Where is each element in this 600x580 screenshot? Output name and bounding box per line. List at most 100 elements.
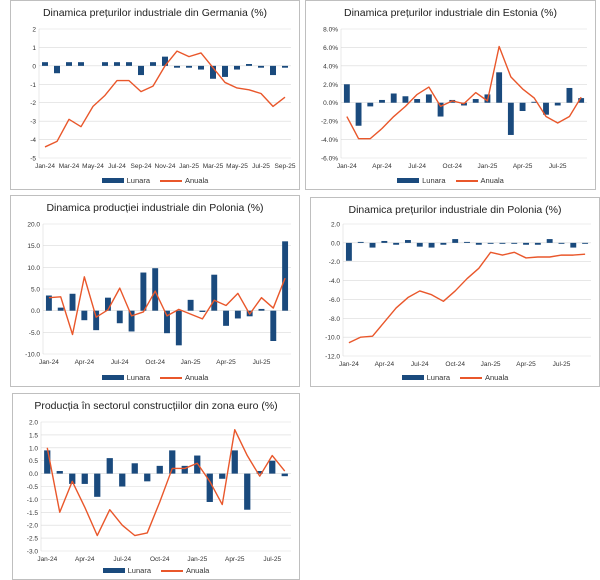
bar-lunara <box>269 460 276 474</box>
chart-title: Dinamica prețurilor industriale din Esto… <box>343 7 557 19</box>
y-tick-label: -4.0% <box>321 137 338 144</box>
y-tick-label: 20.0 <box>27 222 40 229</box>
legend-label-anuala: Anuala <box>186 566 210 575</box>
x-tick-label: Apr-24 <box>375 361 395 368</box>
legend-label-lunara: Lunara <box>426 373 450 382</box>
x-tick-label: Jul-25 <box>553 361 571 368</box>
legend-swatch-anuala <box>460 376 482 379</box>
y-tick-label: 2.0 <box>331 222 340 229</box>
x-tick-label: Apr-24 <box>75 556 95 563</box>
y-tick-label: -5 <box>30 156 36 163</box>
chart-plot: -12.0 -10.0 -8.0 -6.0 -4.0 -2.0 0.0 2.0 Jan-24 Ap… <box>325 222 591 368</box>
legend-label-lunara: Lunara <box>422 176 446 185</box>
bar-lunara <box>223 310 229 326</box>
bar-lunara <box>131 463 138 474</box>
y-tick-label: 15.0 <box>27 243 40 250</box>
y-tick-label: -1 <box>30 82 36 89</box>
bar-lunara <box>258 308 265 311</box>
y-tick-label: -6.0 <box>329 297 341 304</box>
chart-polonia-prices: Dinamica prețurilor industriale din Polo… <box>310 197 600 387</box>
y-tick-label: -3.0 <box>27 549 39 556</box>
bar-lunara <box>282 65 288 68</box>
legend-swatch-anuala <box>160 179 182 182</box>
x-tick-label: Apr-24 <box>372 163 392 170</box>
y-tick-label: -3 <box>30 119 36 126</box>
line-anuala <box>48 276 286 336</box>
bar-lunara <box>475 242 482 245</box>
x-tick-label: Mar-24 <box>59 163 80 170</box>
y-tick-label: -4.0 <box>329 278 341 285</box>
bar-lunara <box>144 473 151 482</box>
bar-lunara <box>425 94 432 103</box>
bar-lunara <box>428 242 435 248</box>
legend-swatch-lunara <box>401 375 424 380</box>
y-tick-label: -0.5 <box>27 484 39 491</box>
chart-title: Dinamica prețurilor industriale din Germ… <box>42 7 268 19</box>
legend-label-anuala: Anuala <box>185 176 209 185</box>
y-tick-label: 1 <box>32 45 36 52</box>
legend-swatch-lunara <box>397 178 420 183</box>
chart-estonia-prices: Dinamica prețurilor industriale din Esto… <box>305 0 596 190</box>
x-tick-label: Apr-25 <box>216 359 236 366</box>
bar-lunara <box>128 310 135 332</box>
chart-title: Dinamica prețurilor industriale din Polo… <box>348 204 562 216</box>
bar-lunara <box>270 65 276 76</box>
legend-swatch-lunara <box>101 178 124 183</box>
y-tick-label: -1.5 <box>27 510 39 517</box>
y-tick-label: -2 <box>30 100 36 107</box>
y-tick-label: -5.0 <box>29 330 41 337</box>
x-tick-label: Jan-24 <box>339 361 359 368</box>
bar-lunara <box>81 310 88 321</box>
x-tick-label: Sep-25 <box>275 163 296 170</box>
y-tick-label: 0.0 <box>31 308 40 315</box>
y-tick-label: -4 <box>30 137 36 144</box>
bar-lunara <box>69 293 76 311</box>
bar-lunara <box>150 62 156 66</box>
bar-lunara <box>570 242 577 248</box>
bar-lunara <box>44 450 51 474</box>
bar-lunara <box>543 102 549 115</box>
bar-lunara <box>234 65 240 70</box>
y-tick-label: -12.0 <box>325 354 340 361</box>
x-tick-label: Jan-24 <box>39 359 59 366</box>
bar-lunara <box>499 242 506 244</box>
bar-lunara <box>282 241 289 311</box>
bar-lunara <box>152 268 159 311</box>
x-tick-label: Oct-24 <box>150 556 170 563</box>
legend: Lunara Anuala <box>11 372 299 382</box>
bar-lunara <box>105 297 111 311</box>
bar-lunara <box>138 65 144 76</box>
chart-title: Producția în sectorul construcțiilor din… <box>34 400 278 412</box>
bar-lunara <box>69 473 76 484</box>
legend-swatch-anuala <box>455 179 478 182</box>
bar-lunara <box>416 242 423 247</box>
chart-polonia-production: Dinamica producției industriale din Polo… <box>10 195 300 387</box>
legend-label-lunara: Lunara <box>126 176 150 185</box>
chart-plot: -10.0 -5.0 0.0 5.0 10.0 15.0 20.0 Jan-24 Apr-24 J… <box>25 222 291 366</box>
bar-lunara <box>367 102 374 107</box>
bar-lunara <box>81 473 88 484</box>
x-tick-label: Jan-24 <box>337 163 357 170</box>
y-tick-label: -2.0% <box>321 119 338 126</box>
x-tick-label: Jul-24 <box>408 163 426 170</box>
x-tick-label: Jul-24 <box>411 361 429 368</box>
chart-germania-prices: Dinamica prețurilor industriale din Germ… <box>10 0 300 190</box>
bar-lunara <box>566 87 573 103</box>
y-tick-label: 2 <box>32 27 36 34</box>
bar-lunara <box>357 241 364 243</box>
y-tick-label: 5.0 <box>31 287 40 294</box>
legend: Lunara Anuala <box>11 175 299 185</box>
chart-plot: -6.0% -4.0% -2.0% 0.0% 2.0% 4.0% 6.0% 8.0% Jan-2… <box>321 27 587 170</box>
bar-lunara <box>66 62 72 66</box>
x-tick-label: Jan-25 <box>181 359 201 366</box>
bar-lunara <box>246 64 252 66</box>
bar-lunara <box>511 242 518 244</box>
legend-swatch-anuala <box>161 569 183 572</box>
bar-lunara <box>187 299 194 311</box>
legend-swatch-lunara <box>102 568 125 573</box>
y-tick-label: -2.5 <box>27 536 39 543</box>
bar-lunara <box>345 242 352 261</box>
y-tick-label: 2.0% <box>323 82 338 89</box>
bar-lunara <box>234 310 241 319</box>
bar-lunara <box>487 242 494 244</box>
